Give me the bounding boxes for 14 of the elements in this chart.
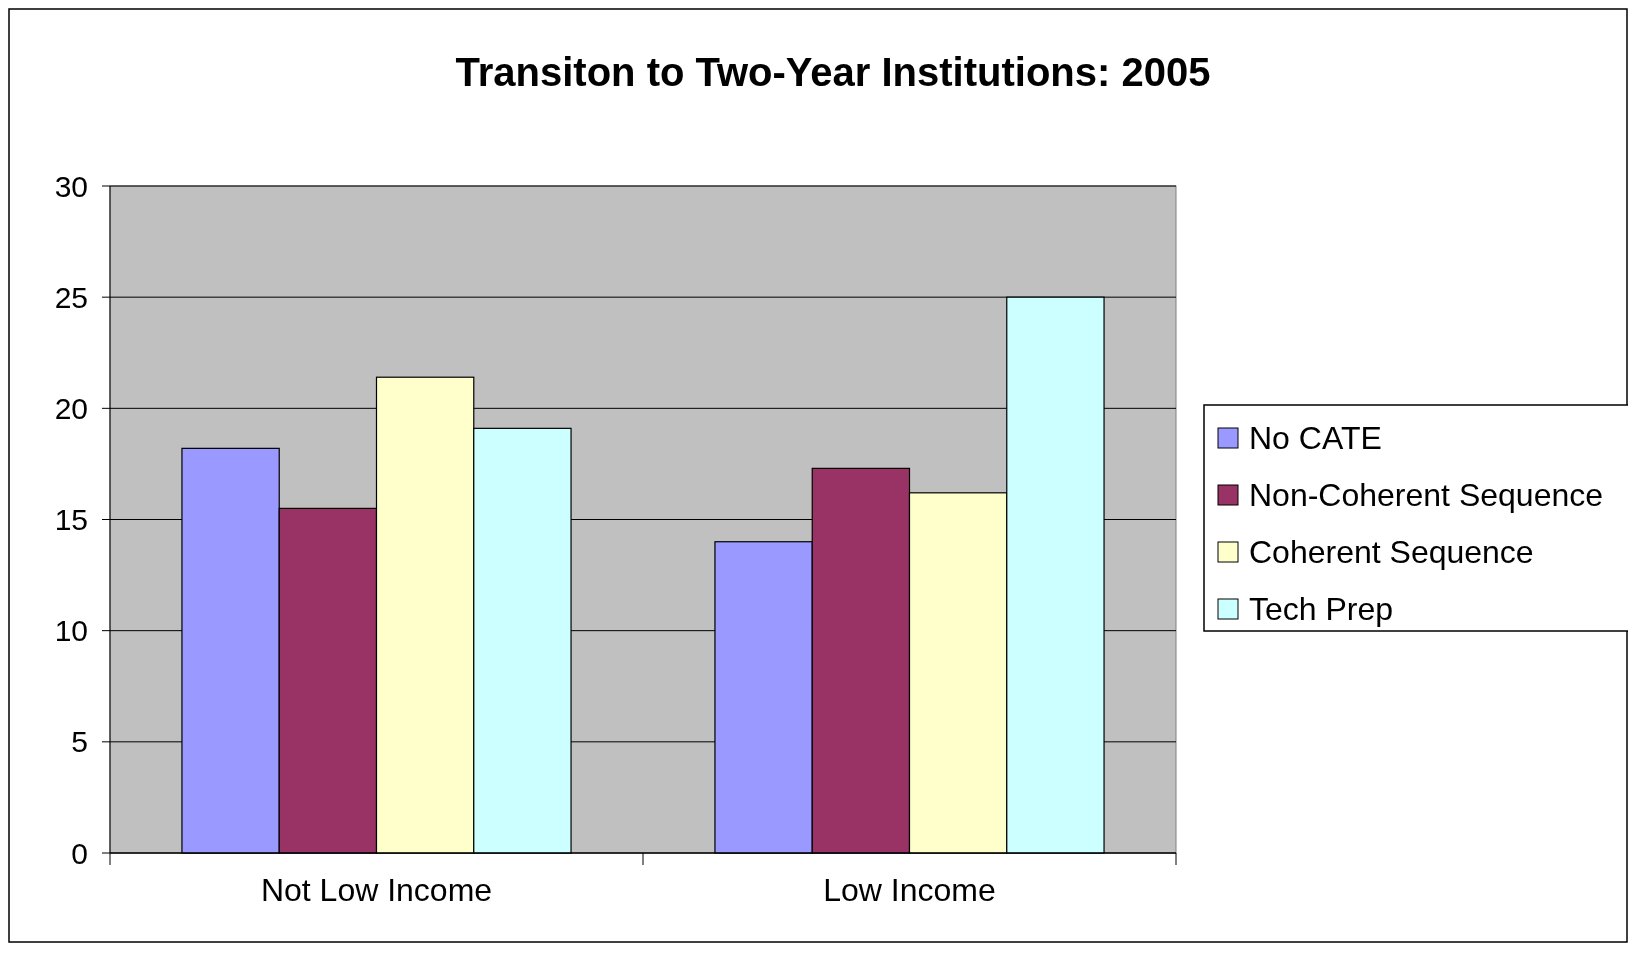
- legend-label: No CATE: [1249, 420, 1382, 457]
- legend-label: Tech Prep: [1249, 591, 1394, 628]
- y-tick-label: 30: [54, 169, 88, 203]
- y-tick-label: 25: [54, 280, 88, 314]
- y-tick-label: 0: [71, 836, 88, 870]
- y-tick-label: 20: [54, 391, 88, 425]
- y-tick-label: 15: [54, 503, 88, 536]
- x-tick-label: Not Low Income: [260, 872, 493, 908]
- chart-title: Transiton to Two-Year Institutions: 2005: [455, 50, 1211, 94]
- y-tick-label: 10: [54, 614, 88, 648]
- legend-label: Coherent Sequence: [1249, 534, 1534, 571]
- x-tick-label: Low Income: [823, 872, 996, 908]
- legend-label: Non-Coherent Sequence: [1249, 477, 1604, 514]
- y-tick-label: 5: [71, 725, 88, 759]
